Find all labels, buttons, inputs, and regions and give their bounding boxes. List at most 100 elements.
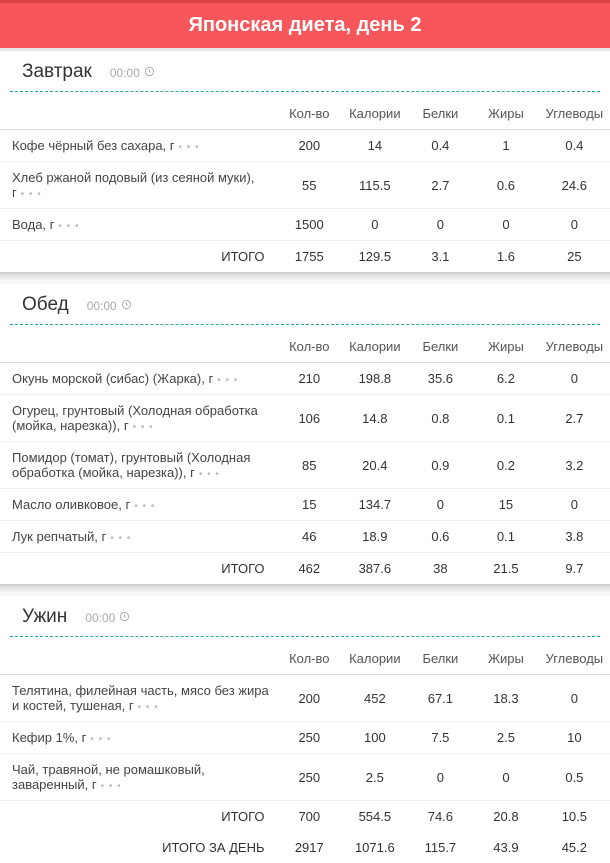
food-name-cell: Кофе чёрный без сахара, г • • •: [0, 130, 277, 162]
column-header: Жиры: [473, 643, 539, 675]
meal-heading: Обед00:00: [10, 284, 600, 325]
value-cell: 0: [408, 754, 474, 801]
more-dots-icon[interactable]: • • •: [110, 533, 131, 544]
food-name: Вода, г: [12, 217, 54, 232]
meal-total-row: ИТОГО700554.574.620.810.5: [0, 801, 610, 833]
food-name-cell: Вода, г • • •: [0, 209, 277, 241]
day-total-label: ИТОГО ЗА ДЕНЬ: [0, 832, 277, 863]
column-header: Жиры: [473, 331, 539, 363]
food-name: Окунь морской (сибас) (Жарка), г: [12, 371, 213, 386]
value-cell: 2.5: [473, 722, 539, 754]
more-dots-icon[interactable]: • • •: [199, 469, 220, 480]
column-header: Калории: [342, 643, 408, 675]
value-cell: 250: [277, 722, 343, 754]
value-cell: 100: [342, 722, 408, 754]
food-name-cell: Кефир 1%, г • • •: [0, 722, 277, 754]
value-cell: 3.8: [539, 521, 610, 553]
total-value: 554.5: [342, 801, 408, 833]
value-cell: 18.3: [473, 675, 539, 722]
column-header: Калории: [342, 98, 408, 130]
more-dots-icon[interactable]: • • •: [138, 702, 159, 713]
total-value: 21.5: [473, 553, 539, 585]
value-cell: 0.6: [408, 521, 474, 553]
value-cell: 452: [342, 675, 408, 722]
table-row: Чай, травяной, не ромашковый, заваренный…: [0, 754, 610, 801]
total-value: 20.8: [473, 801, 539, 833]
value-cell: 46: [277, 521, 343, 553]
value-cell: 0: [539, 489, 610, 521]
value-cell: 0: [539, 209, 610, 241]
value-cell: 0.2: [473, 442, 539, 489]
value-cell: 1: [473, 130, 539, 162]
day-total-value: 43.9: [473, 832, 539, 863]
table-row: Огурец, грунтовый (Холодная обработка (м…: [0, 395, 610, 442]
total-value: 462: [277, 553, 343, 585]
more-dots-icon[interactable]: • • •: [134, 501, 155, 512]
meal-time: 00:00: [87, 299, 132, 313]
value-cell: 35.6: [408, 363, 474, 395]
value-cell: 14.8: [342, 395, 408, 442]
value-cell: 0: [473, 209, 539, 241]
meal-time-text: 00:00: [87, 299, 117, 313]
day-total-value: 45.2: [539, 832, 610, 863]
meal-name: Ужин: [22, 606, 67, 628]
meal-time-text: 00:00: [110, 66, 140, 80]
value-cell: 198.8: [342, 363, 408, 395]
day-total-row: ИТОГО ЗА ДЕНЬ29171071.6115.743.945.2: [0, 832, 610, 863]
total-value: 387.6: [342, 553, 408, 585]
more-dots-icon[interactable]: • • •: [21, 189, 42, 200]
food-name: Масло оливковое, г: [12, 497, 130, 512]
value-cell: 15: [277, 489, 343, 521]
more-dots-icon[interactable]: • • •: [217, 375, 238, 386]
total-label: ИТОГО: [0, 553, 277, 585]
food-name: Кофе чёрный без сахара, г: [12, 138, 175, 153]
total-value: 25: [539, 241, 610, 273]
food-name-cell: Телятина, филейная часть, мясо без жира …: [0, 675, 277, 722]
food-name: Кефир 1%, г: [12, 730, 86, 745]
value-cell: 55: [277, 162, 343, 209]
total-label: ИТОГО: [0, 801, 277, 833]
value-cell: 0.5: [539, 754, 610, 801]
column-header: Кол-во: [277, 98, 343, 130]
total-value: 700: [277, 801, 343, 833]
column-header: Белки: [408, 98, 474, 130]
column-header: Белки: [408, 331, 474, 363]
total-value: 9.7: [539, 553, 610, 585]
more-dots-icon[interactable]: • • •: [133, 422, 154, 433]
value-cell: 134.7: [342, 489, 408, 521]
value-cell: 6.2: [473, 363, 539, 395]
food-name-cell: Окунь морской (сибас) (Жарка), г • • •: [0, 363, 277, 395]
more-dots-icon[interactable]: • • •: [58, 221, 79, 232]
table-row: Помидор (томат), грунтовый (Холодная обр…: [0, 442, 610, 489]
value-cell: 106: [277, 395, 343, 442]
more-dots-icon[interactable]: • • •: [90, 734, 111, 745]
clock-icon: [119, 611, 130, 625]
value-cell: 7.5: [408, 722, 474, 754]
more-dots-icon[interactable]: • • •: [179, 142, 200, 153]
meal-total-row: ИТОГО462387.63821.59.7: [0, 553, 610, 585]
clock-icon: [121, 299, 132, 313]
value-cell: 0: [473, 754, 539, 801]
value-cell: 0.1: [473, 395, 539, 442]
meal-time-text: 00:00: [85, 611, 115, 625]
value-cell: 1500: [277, 209, 343, 241]
column-header-empty: [0, 331, 277, 363]
table-row: Окунь морской (сибас) (Жарка), г • • • 210…: [0, 363, 610, 395]
food-name-cell: Масло оливковое, г • • •: [0, 489, 277, 521]
table-row: Кофе чёрный без сахара, г• • •200140.410…: [0, 130, 610, 162]
total-value: 10.5: [539, 801, 610, 833]
meal-table: Кол-воКалорииБелкиЖирыУглеводыКофе чёрны…: [0, 98, 610, 272]
value-cell: 0.4: [539, 130, 610, 162]
column-header-empty: [0, 643, 277, 675]
value-cell: 0: [342, 209, 408, 241]
value-cell: 0: [539, 675, 610, 722]
section-divider: [0, 272, 610, 284]
more-dots-icon[interactable]: • • •: [101, 781, 122, 792]
column-header: Углеводы: [539, 331, 610, 363]
column-header: Белки: [408, 643, 474, 675]
value-cell: 15: [473, 489, 539, 521]
food-name-cell: Чай, травяной, не ромашковый, заваренный…: [0, 754, 277, 801]
value-cell: 3.2: [539, 442, 610, 489]
value-cell: 0: [539, 363, 610, 395]
value-cell: 210: [277, 363, 343, 395]
